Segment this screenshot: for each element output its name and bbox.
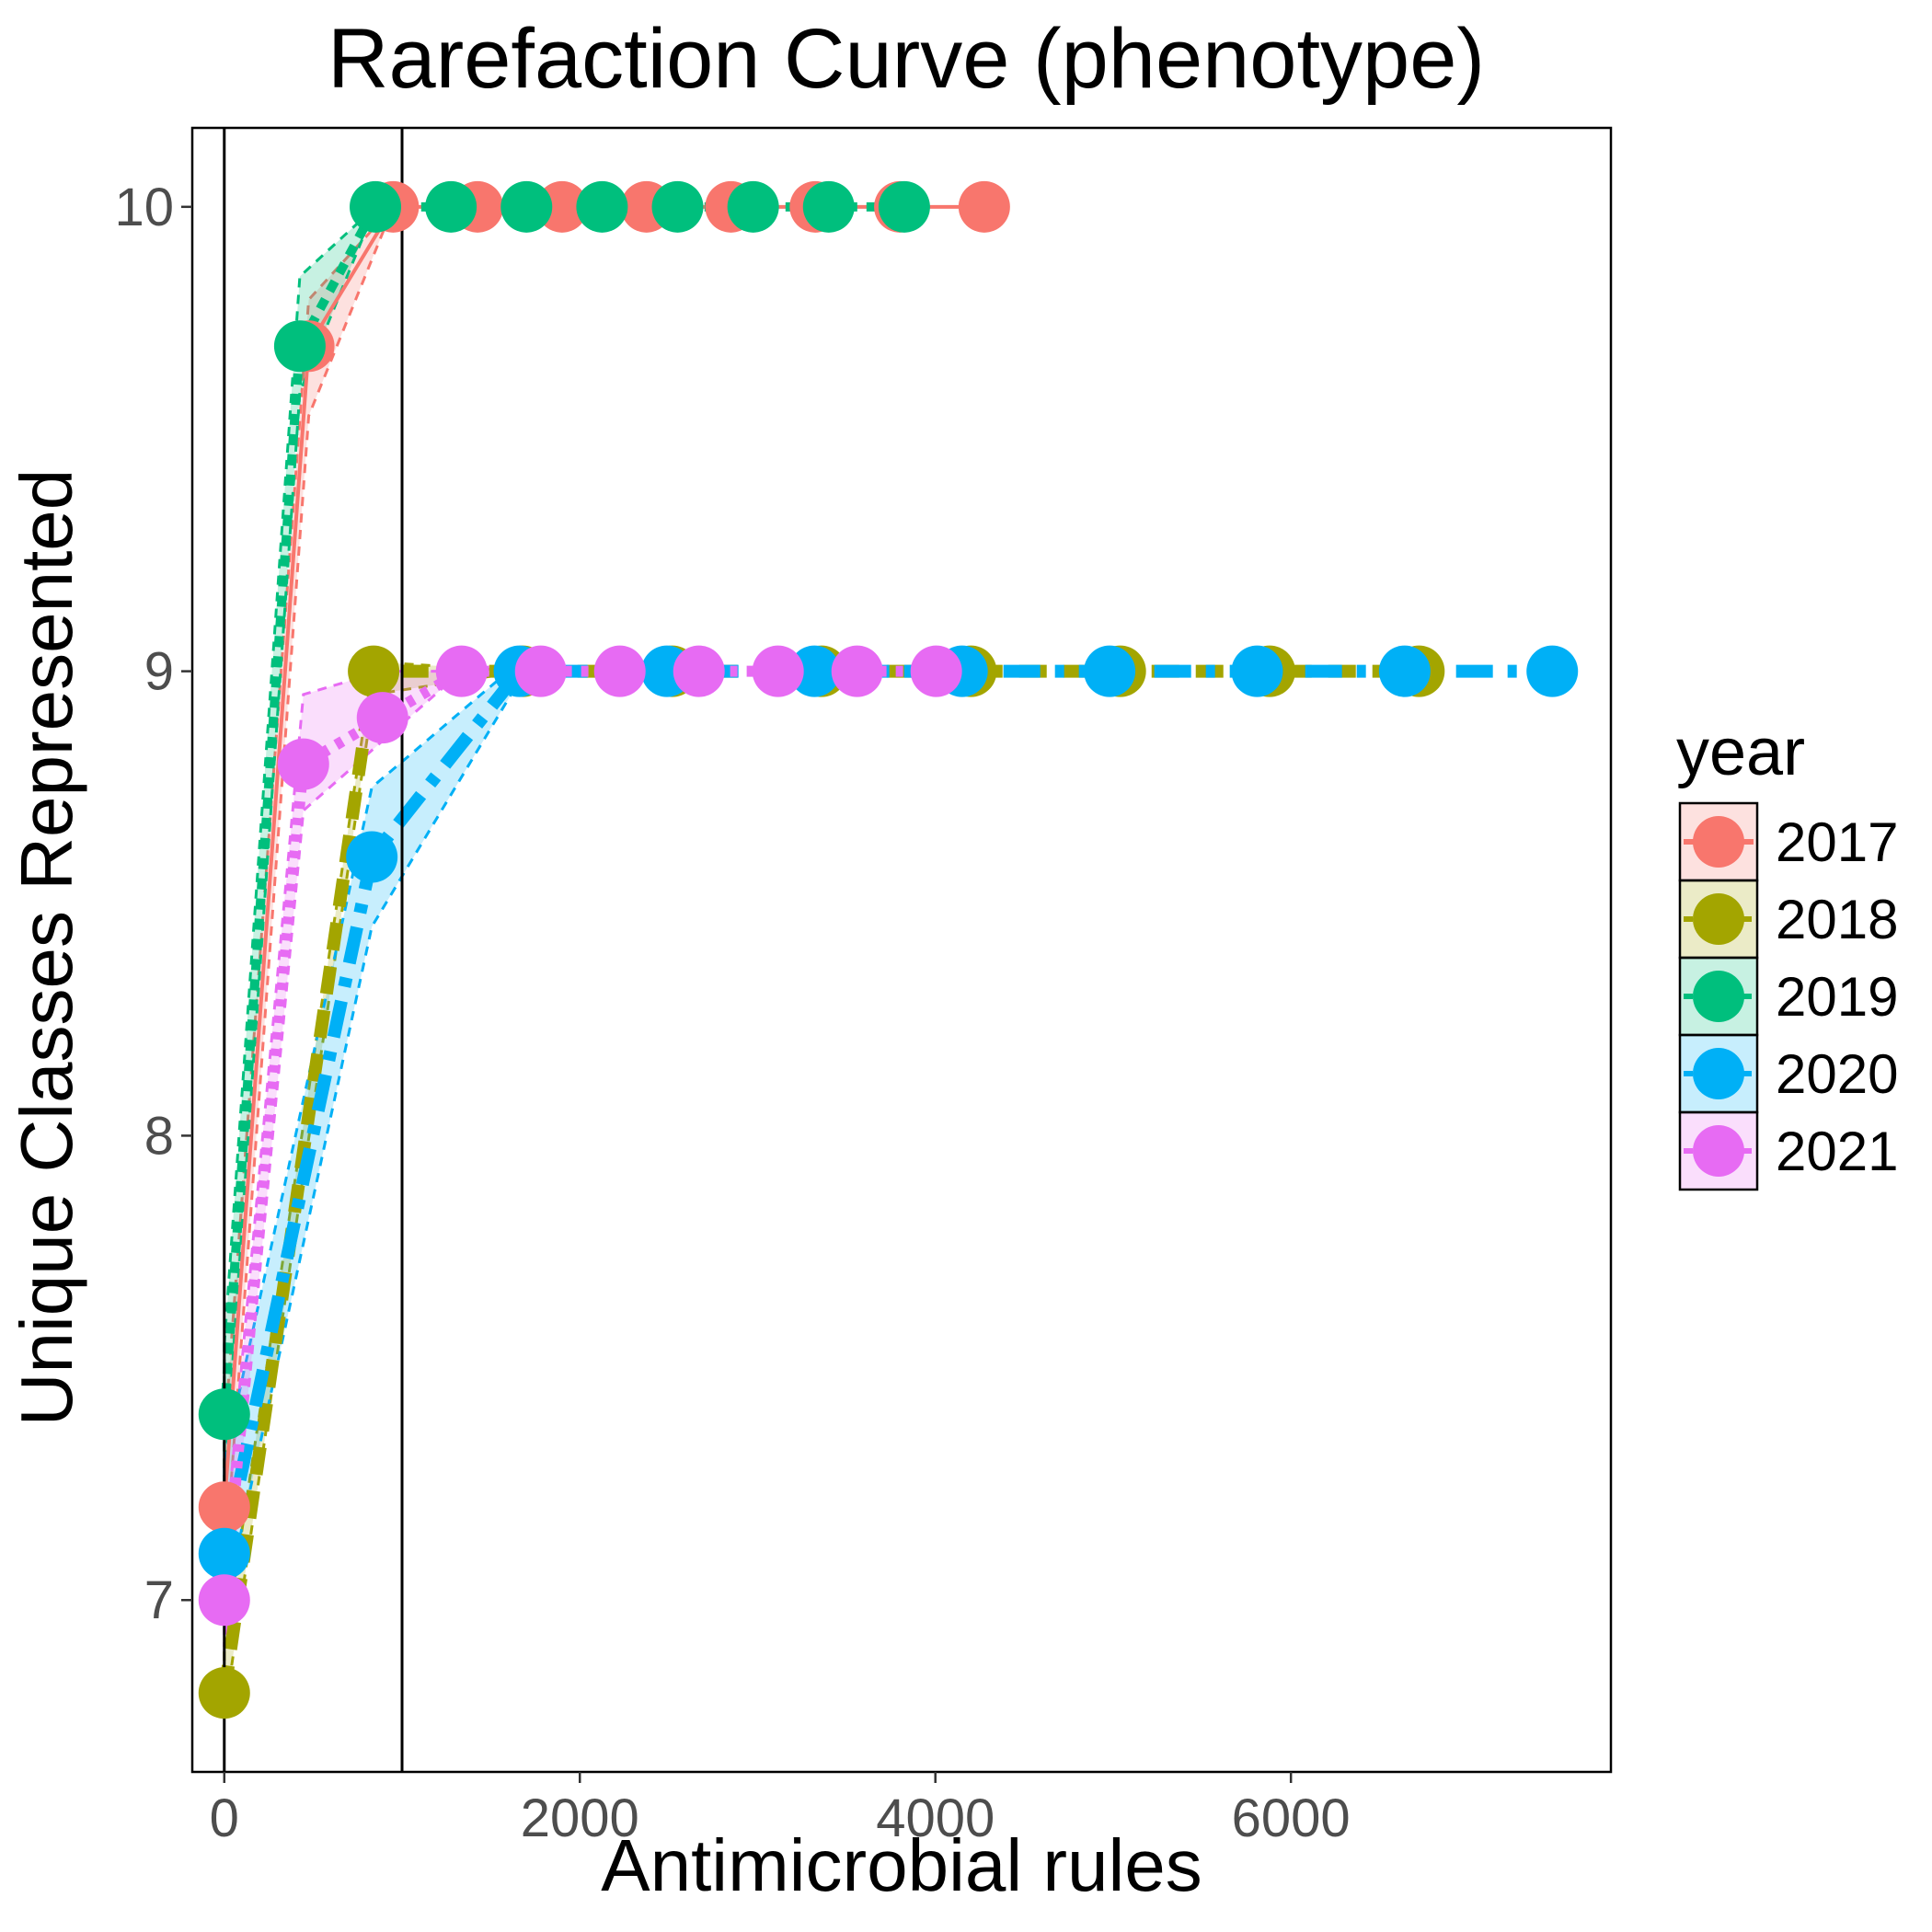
- point-2017-0: [198, 1481, 250, 1534]
- y-axis: 7 8 9 10: [114, 178, 192, 1630]
- point-2019-8: [802, 180, 855, 233]
- series-points: [198, 180, 1579, 1719]
- point-2020-9: [1526, 645, 1579, 697]
- legend-label-2017: 2017: [1776, 811, 1898, 873]
- point-2018-1: [348, 645, 400, 697]
- chart-title: Rarefaction Curve (phenotype): [328, 12, 1485, 106]
- point-2021-7: [752, 645, 804, 697]
- point-2019-3: [425, 180, 477, 233]
- line-2020: [217, 664, 1553, 1556]
- legend-point-2018: [1693, 893, 1744, 945]
- point-2020-6: [1084, 645, 1136, 697]
- point-2020-8: [1378, 645, 1431, 697]
- point-2021-0: [198, 1574, 250, 1627]
- point-2021-9: [910, 645, 962, 697]
- legend-point-2020: [1693, 1048, 1744, 1099]
- legend-label-2019: 2019: [1776, 966, 1898, 1028]
- x-tick-label-4000: 4000: [876, 1788, 995, 1848]
- ribbon-2021: [223, 670, 466, 1647]
- legend-point-2019: [1693, 971, 1744, 1022]
- legend-label-2020: 2020: [1776, 1043, 1898, 1105]
- y-tick-label-9: 9: [144, 642, 174, 702]
- point-2019-1: [273, 320, 326, 373]
- legend-point-2021: [1693, 1125, 1744, 1177]
- x-axis-title: Antimicrobial rules: [601, 1824, 1202, 1906]
- legend: year 2017 2018 2019 2020 2021: [1676, 716, 1898, 1191]
- x-tick-label-2000: 2000: [521, 1788, 639, 1848]
- legend-label-2021: 2021: [1776, 1121, 1898, 1182]
- point-2019-9: [878, 180, 930, 233]
- point-2020-4: [788, 645, 841, 697]
- y-tick-label-7: 7: [144, 1570, 174, 1630]
- point-2020-1: [346, 831, 398, 883]
- ribbon-2017: [223, 205, 395, 1578]
- point-2021-3: [435, 645, 488, 697]
- legend-point-2017: [1693, 816, 1744, 868]
- point-2021-2: [356, 692, 408, 744]
- y-tick-label-8: 8: [144, 1106, 174, 1166]
- point-2018-0: [198, 1667, 250, 1719]
- point-2021-5: [593, 645, 646, 697]
- legend-title: year: [1676, 716, 1805, 789]
- point-2017-9: [958, 180, 1010, 233]
- point-2020-0: [198, 1527, 250, 1580]
- plot-border: [190, 126, 1613, 1774]
- point-2021-4: [514, 645, 567, 697]
- point-2021-1: [277, 738, 329, 790]
- point-2019-7: [727, 180, 779, 233]
- point-2019-0: [198, 1388, 250, 1441]
- x-axis: 0 2000 4000 6000: [210, 1772, 1351, 1848]
- y-axis-title: Unique Classes Represented: [6, 469, 87, 1427]
- legend-label-2018: 2018: [1776, 889, 1898, 950]
- point-2017-4: [535, 180, 588, 233]
- x-tick-label-0: 0: [210, 1788, 239, 1848]
- point-2020-7: [1231, 645, 1283, 697]
- point-2019-6: [651, 180, 704, 233]
- point-2021-6: [673, 645, 725, 697]
- y-tick-label-10: 10: [114, 178, 174, 237]
- plot-panel: [192, 128, 1611, 1772]
- point-2019-2: [350, 180, 402, 233]
- x-tick-label-6000: 6000: [1232, 1788, 1351, 1848]
- point-2019-5: [576, 180, 628, 233]
- point-2021-8: [831, 645, 883, 697]
- point-2019-4: [500, 180, 553, 233]
